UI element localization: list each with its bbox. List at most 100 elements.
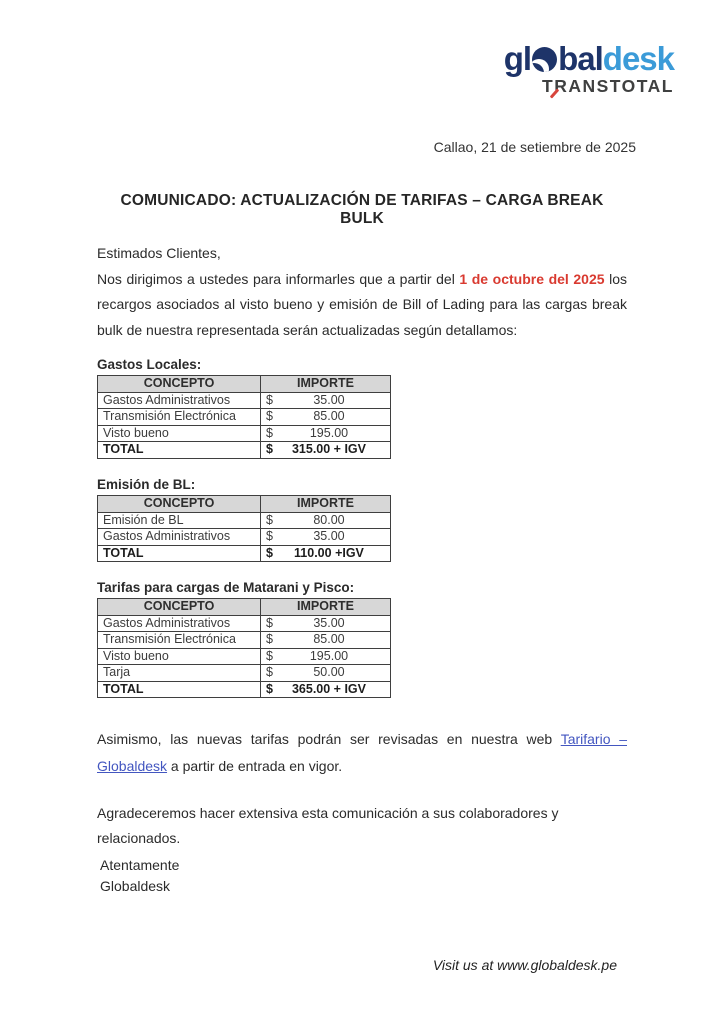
table-row: Visto bueno $195.00 bbox=[97, 424, 391, 442]
effective-date-highlight: 1 de octubre del 2025 bbox=[459, 270, 605, 287]
table-row: Transmisión Electrónica $85.00 bbox=[97, 631, 391, 649]
currency-symbol: $ bbox=[266, 648, 273, 663]
amount-value: 50.00 bbox=[313, 665, 345, 679]
currency-symbol: $ bbox=[266, 425, 273, 440]
table-header-row: CONCEPTO IMPORTE bbox=[97, 495, 391, 513]
tarifario-globaldesk-link[interactable]: Tarifario – Globaldesk bbox=[97, 731, 627, 774]
amount-value: 195.00 bbox=[309, 425, 349, 440]
total-amount-value: 110.00 +IGV bbox=[294, 545, 364, 560]
company-logo: gl baldesk TRANSTOTAL bbox=[503, 40, 675, 96]
table-row: Gastos Administrativos $35.00 bbox=[97, 528, 391, 546]
amount-cell: $35.00 bbox=[260, 614, 391, 632]
subbrand-rest: ANSTOTAL bbox=[568, 76, 674, 96]
intro-paragraph: Nos dirigimos a ustedes para informarles… bbox=[97, 267, 627, 344]
total-label-cell: TOTAL bbox=[97, 441, 261, 459]
signoff-block: Atentamente Globaldesk bbox=[100, 855, 179, 897]
document-title: COMUNICADO: ACTUALIZACIÓN DE TARIFAS – C… bbox=[120, 192, 604, 227]
currency-symbol: $ bbox=[266, 615, 273, 630]
amount-cell: $195.00 bbox=[260, 424, 391, 442]
subbrand-letter-t: T bbox=[542, 76, 555, 96]
amount-cell: $85.00 bbox=[260, 631, 391, 649]
currency-symbol: $ bbox=[266, 529, 273, 543]
closing1-text-after: a partir de entrada en vigor. bbox=[167, 758, 343, 774]
section-emision-bl: Emisión de BL: CONCEPTO IMPORTE Emisión … bbox=[97, 477, 391, 562]
signoff-atentamente: Atentamente bbox=[100, 857, 180, 873]
subbrand-letter-r-red-accent: R bbox=[554, 76, 569, 96]
amount-value: 35.00 bbox=[313, 392, 345, 407]
footer-website-note: Visit us at www.globaldesk.pe bbox=[432, 957, 617, 973]
concept-cell: Emisión de BL bbox=[97, 511, 261, 529]
logo-text-desk: desk bbox=[602, 40, 675, 77]
total-amount-cell: $365.00 + IGV bbox=[260, 680, 391, 698]
table-label: Tarifas para cargas de Matarani y Pisco: bbox=[97, 580, 355, 595]
amount-value: 85.00 bbox=[313, 409, 345, 423]
total-amount-cell: $315.00 + IGV bbox=[260, 441, 391, 459]
globe-icon bbox=[532, 47, 558, 72]
logo-text-bal: bal bbox=[558, 40, 604, 77]
table-header-row: CONCEPTO IMPORTE bbox=[97, 375, 391, 393]
currency-symbol: $ bbox=[266, 681, 273, 696]
total-label-cell: TOTAL bbox=[97, 544, 261, 562]
total-label-cell: TOTAL bbox=[97, 680, 261, 698]
table-row: Tarja $50.00 bbox=[97, 664, 391, 682]
intro-text-before: Nos dirigimos a ustedes para informarles… bbox=[97, 270, 460, 287]
table-label: Emisión de BL: bbox=[97, 477, 196, 492]
date-line: Callao, 21 de setiembre de 2025 bbox=[433, 139, 636, 155]
column-header-importe: IMPORTE bbox=[260, 598, 391, 616]
amount-value: 85.00 bbox=[313, 632, 345, 646]
section-matarani-pisco: Tarifas para cargas de Matarani y Pisco:… bbox=[97, 580, 391, 698]
amount-value: 80.00 bbox=[313, 512, 345, 527]
closing-paragraph-thanks: Agradeceremos hacer extensiva esta comun… bbox=[97, 805, 559, 846]
concept-cell: Gastos Administrativos bbox=[97, 614, 261, 632]
column-header-importe: IMPORTE bbox=[260, 495, 391, 513]
concept-cell: Tarja bbox=[97, 664, 261, 682]
amount-cell: $35.00 bbox=[260, 391, 391, 409]
table-row: Gastos Administrativos $35.00 bbox=[97, 391, 391, 409]
greeting: Estimados Clientes, bbox=[97, 245, 221, 261]
table-row: Visto bueno $195.00 bbox=[97, 647, 391, 665]
signoff-globaldesk: Globaldesk bbox=[100, 878, 171, 894]
total-amount-value: 365.00 + IGV bbox=[291, 681, 366, 696]
table-row: Transmisión Electrónica $85.00 bbox=[97, 408, 391, 426]
concept-cell: Transmisión Electrónica bbox=[97, 408, 261, 426]
currency-symbol: $ bbox=[266, 545, 273, 560]
currency-symbol: $ bbox=[266, 665, 273, 679]
rates-table-gastos-locales: CONCEPTO IMPORTE Gastos Administrativos … bbox=[97, 375, 391, 459]
rates-table-emision-bl: CONCEPTO IMPORTE Emisión de BL $80.00 Ga… bbox=[97, 495, 391, 562]
concept-cell: Visto bueno bbox=[97, 424, 261, 442]
amount-cell: $35.00 bbox=[260, 528, 391, 546]
amount-cell: $80.00 bbox=[260, 511, 391, 529]
total-amount-value: 315.00 + IGV bbox=[291, 442, 366, 456]
amount-cell: $50.00 bbox=[260, 664, 391, 682]
table-row: Emisión de BL $80.00 bbox=[97, 511, 391, 529]
intro-text-after: los recargos asociados al visto bueno y … bbox=[97, 270, 627, 338]
concept-cell: Gastos Administrativos bbox=[97, 391, 261, 409]
table-total-row: TOTAL $365.00 + IGV bbox=[97, 680, 391, 698]
table-label: Gastos Locales: bbox=[97, 357, 202, 372]
amount-value: 35.00 bbox=[313, 529, 345, 543]
table-header-row: CONCEPTO IMPORTE bbox=[97, 598, 391, 616]
column-header-importe: IMPORTE bbox=[260, 375, 391, 393]
currency-symbol: $ bbox=[266, 392, 273, 407]
amount-value: 195.00 bbox=[309, 648, 349, 663]
total-amount-cell: $110.00 +IGV bbox=[260, 544, 391, 562]
amount-value: 35.00 bbox=[313, 615, 345, 630]
closing-paragraph-web: Asimismo, las nuevas tarifas podrán ser … bbox=[97, 726, 627, 780]
section-gastos-locales: Gastos Locales: CONCEPTO IMPORTE Gastos … bbox=[97, 357, 391, 459]
amount-cell: $85.00 bbox=[260, 408, 391, 426]
concept-cell: Visto bueno bbox=[97, 647, 261, 665]
intro-block: Estimados Clientes, Nos dirigimos a uste… bbox=[97, 241, 627, 343]
currency-symbol: $ bbox=[266, 409, 273, 423]
closing1-text-before: Asimismo, las nuevas tarifas podrán ser … bbox=[97, 731, 561, 747]
column-header-concepto: CONCEPTO bbox=[97, 495, 261, 513]
logo-wordmark: gl baldesk bbox=[503, 40, 675, 77]
amount-cell: $195.00 bbox=[260, 647, 391, 665]
logo-subbrand: TRANSTOTAL bbox=[504, 76, 674, 96]
currency-symbol: $ bbox=[266, 512, 273, 527]
column-header-concepto: CONCEPTO bbox=[97, 375, 261, 393]
concept-cell: Gastos Administrativos bbox=[97, 528, 261, 546]
currency-symbol: $ bbox=[266, 442, 273, 456]
logo-text-gl: gl bbox=[503, 40, 532, 77]
table-total-row: TOTAL $110.00 +IGV bbox=[97, 544, 391, 562]
